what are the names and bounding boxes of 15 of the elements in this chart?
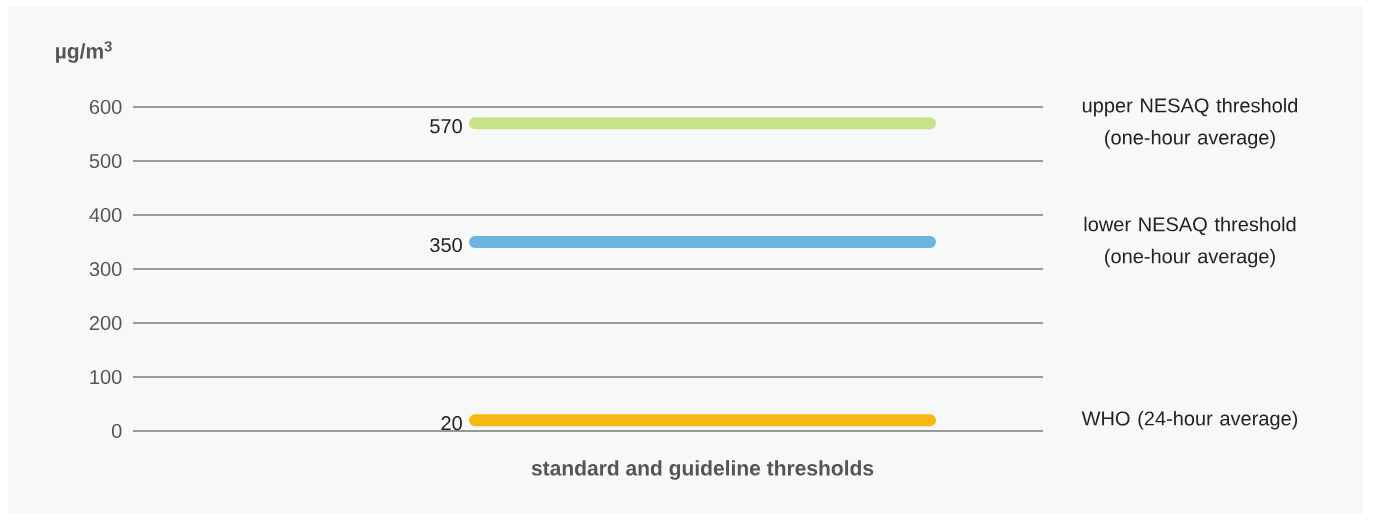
data-label: 570 — [430, 119, 462, 134]
y-tick-label: 400 — [89, 207, 122, 223]
data-label: 20 — [441, 416, 462, 431]
x-axis-title: standard and guideline thresholds — [531, 460, 874, 480]
text: upper NESAQ threshold (one-hour average) — [1082, 97, 1298, 149]
y-tick-label: 500 — [89, 153, 122, 169]
y-tick-label: 100 — [90, 369, 122, 385]
y-axis-title: µg/m$^{3}$ — [56, 41, 112, 63]
y-tick-label: 200 — [89, 315, 122, 331]
y-tick-label: 300 — [89, 261, 122, 277]
data-label: 350 — [430, 237, 462, 253]
y-tick-label: 0 — [111, 423, 122, 439]
y-tick-label: 600 — [89, 99, 122, 115]
text: lower NESAQ threshold (one-hour average) — [1084, 216, 1296, 268]
text: WHO (24-hour average) — [1081, 410, 1298, 430]
